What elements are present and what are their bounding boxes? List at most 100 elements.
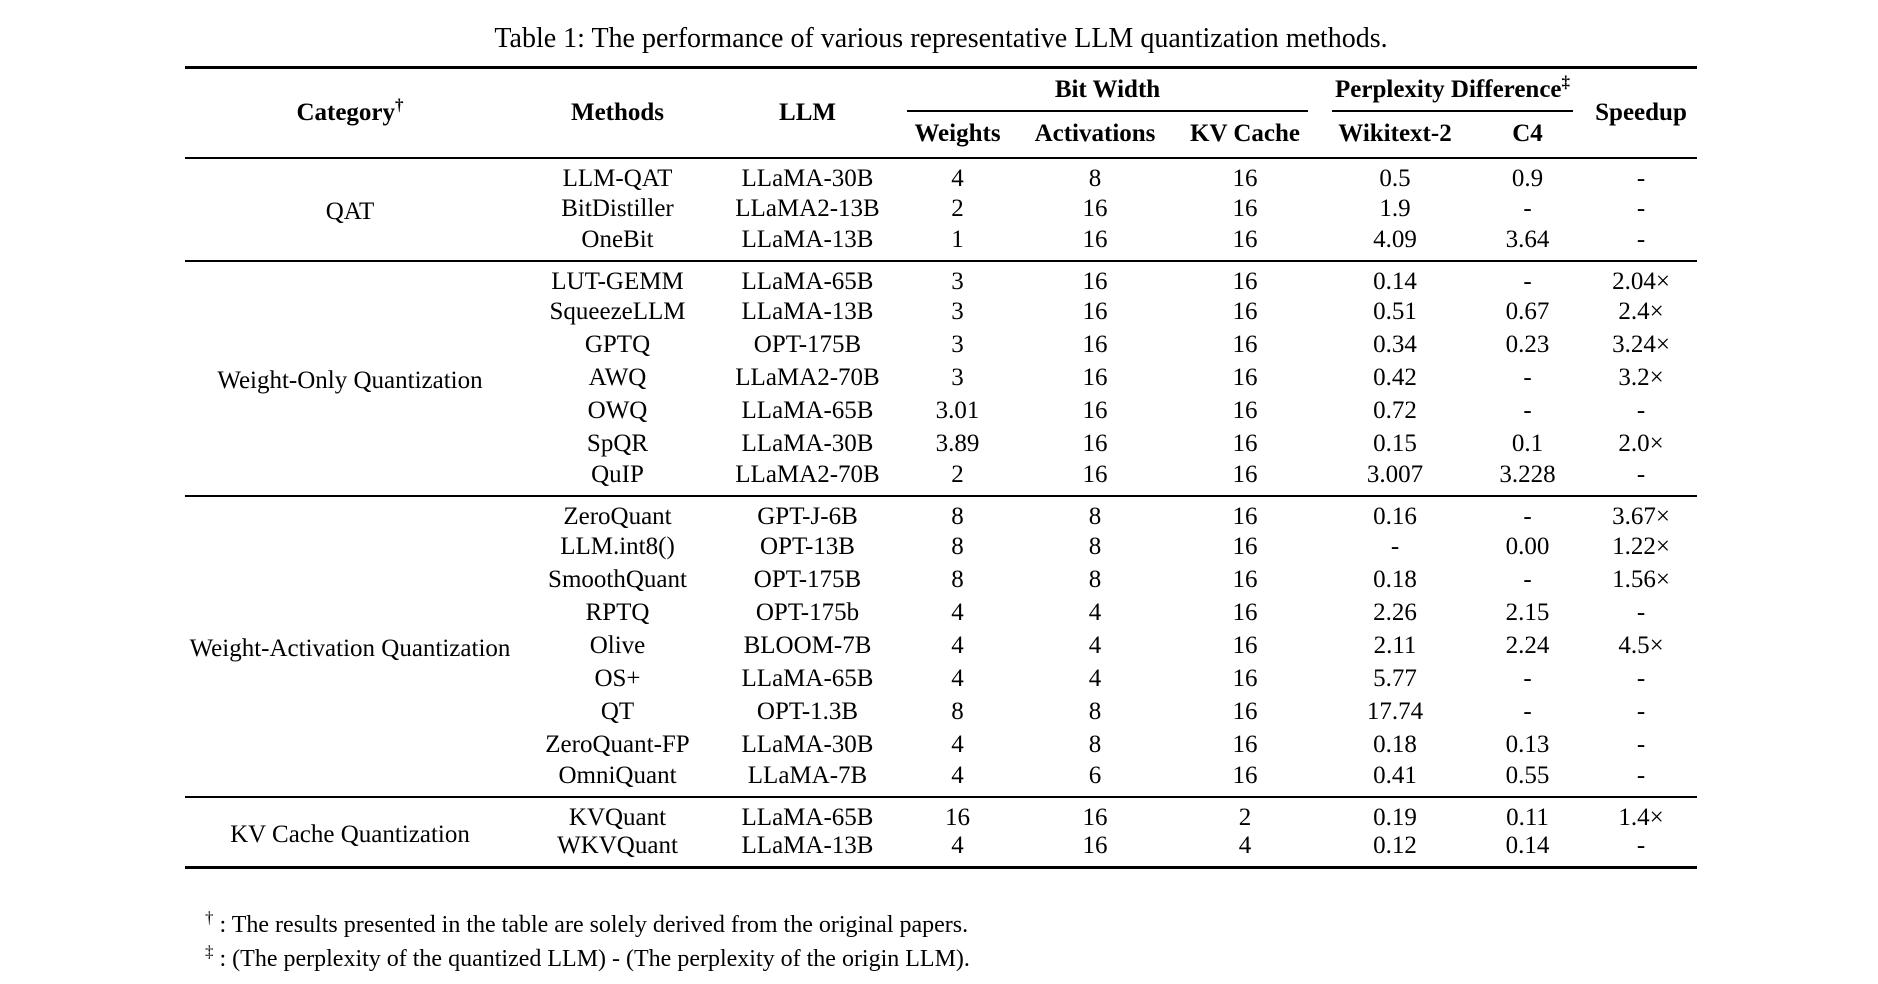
wikitext-cell: 0.72 bbox=[1373, 397, 1417, 424]
wikitext-cell: 0.51 bbox=[1373, 298, 1417, 325]
kv-cache-cell: 16 bbox=[1232, 698, 1258, 725]
table-section: Weight-Activation Quantization ZeroQuant G… bbox=[185, 495, 1698, 797]
speedup-cell: - bbox=[1636, 397, 1646, 424]
method-cell: Olive bbox=[589, 632, 646, 659]
footnote-text: : The results presented in the table are… bbox=[219, 912, 969, 938]
activations-cell: 8 bbox=[1088, 566, 1102, 593]
method-cell: AWQ bbox=[588, 364, 647, 391]
llm-cell: LLaMA-30B bbox=[741, 430, 874, 457]
table-row: AWQ LLaMA2-70B 3 16 16 0.42 - 3.2× bbox=[185, 362, 1697, 395]
header-c4: C4 bbox=[1512, 120, 1543, 147]
speedup-cell: - bbox=[1636, 164, 1646, 192]
table-row: SqueezeLLM LLaMA-13B 3 16 16 0.51 0.67 2.4× bbox=[185, 296, 1697, 329]
c4-cell: - bbox=[1523, 195, 1532, 222]
llm-cell: LLaMA2-70B bbox=[735, 460, 880, 488]
table-row: ZeroQuant-FP LLaMA-30B 4 8 16 0.18 0.13 - bbox=[185, 729, 1697, 762]
activations-cell: 16 bbox=[1082, 460, 1108, 488]
table-row: WKVQuant LLaMA-13B 4 16 4 0.12 0.14 - bbox=[185, 832, 1697, 868]
header-weights: Weights bbox=[914, 120, 1001, 147]
kv-cache-cell: 16 bbox=[1232, 566, 1258, 593]
footnotes: † : The results presented in the table a… bbox=[205, 908, 970, 976]
method-cell: BitDistiller bbox=[561, 195, 674, 222]
table-row: Olive BLOOM-7B 4 4 16 2.11 2.24 4.5× bbox=[185, 630, 1697, 663]
speedup-cell: - bbox=[1636, 831, 1646, 859]
method-cell: ZeroQuant-FP bbox=[545, 731, 690, 758]
llm-cell: GPT-J-6B bbox=[757, 502, 858, 530]
speedup-cell: 2.04× bbox=[1612, 267, 1670, 295]
weights-cell: 1 bbox=[951, 225, 964, 253]
weights-cell: 4 bbox=[951, 665, 964, 692]
kv-cache-cell: 2 bbox=[1238, 803, 1252, 831]
wikitext-cell: 0.18 bbox=[1373, 731, 1417, 758]
kv-cache-cell: 16 bbox=[1232, 502, 1258, 530]
table-row: SpQR LLaMA-30B 3.89 16 16 0.15 0.1 2.0× bbox=[185, 428, 1697, 461]
activations-cell: 16 bbox=[1082, 195, 1108, 222]
c4-cell: - bbox=[1523, 665, 1532, 692]
llm-cell: OPT-175b bbox=[755, 599, 860, 626]
llm-cell: LLaMA-65B bbox=[741, 665, 874, 692]
header-speedup: Speedup bbox=[1595, 98, 1687, 126]
llm-cell: OPT-1.3B bbox=[756, 698, 859, 725]
c4-cell: - bbox=[1523, 502, 1532, 530]
wikitext-cell: 0.14 bbox=[1373, 267, 1417, 295]
table-section: QAT LLM-QAT LLaMA-30B 4 8 16 0.5 0.9- BitDistill… bbox=[185, 157, 1698, 261]
llm-cell: LLaMA-30B bbox=[741, 164, 874, 192]
activations-cell: 16 bbox=[1082, 831, 1108, 859]
wikitext-cell: 2.11 bbox=[1373, 632, 1417, 659]
table-row: QT OPT-1.3B 8 8 16 17.74 - - bbox=[185, 696, 1697, 729]
speedup-cell: - bbox=[1636, 665, 1646, 692]
footnote-text: : (The perplexity of the quantized LLM) … bbox=[219, 946, 970, 972]
llm-cell: LLaMA-7B bbox=[747, 761, 868, 789]
header-perplexity-group: Perplexity Difference‡ bbox=[1320, 68, 1585, 112]
llm-cell: OPT-13B bbox=[760, 533, 855, 560]
table-row: GPTQ OPT-175B 3 16 16 0.34 0.23 3.24× bbox=[185, 329, 1697, 362]
activations-cell: 4 bbox=[1088, 599, 1102, 626]
kv-cache-cell: 16 bbox=[1232, 164, 1258, 192]
speedup-cell: - bbox=[1636, 698, 1646, 725]
category-cell: Weight-Activation Quantization bbox=[189, 635, 511, 662]
speedup-cell: 1.56× bbox=[1612, 566, 1670, 593]
activations-cell: 8 bbox=[1088, 731, 1102, 758]
header-activations: Activations bbox=[1034, 120, 1156, 147]
activations-cell: 16 bbox=[1082, 397, 1108, 424]
weights-cell: 8 bbox=[951, 502, 964, 530]
c4-cell: 0.1 bbox=[1511, 430, 1544, 457]
method-cell: QuIP bbox=[591, 460, 644, 488]
c4-cell: - bbox=[1523, 566, 1532, 593]
kv-cache-cell: 16 bbox=[1232, 599, 1258, 626]
kv-cache-cell: 16 bbox=[1232, 397, 1258, 424]
c4-cell: 0.14 bbox=[1505, 831, 1550, 859]
llm-cell: BLOOM-7B bbox=[743, 632, 872, 659]
activations-cell: 16 bbox=[1082, 430, 1108, 457]
weights-cell: 4 bbox=[951, 599, 964, 626]
double-dagger-symbol: ‡ bbox=[1561, 72, 1571, 92]
table-row: KV Cache Quantization KVQuant LLaMA-65B 16 1… bbox=[185, 797, 1697, 848]
activations-cell: 16 bbox=[1082, 298, 1108, 325]
wikitext-cell: 0.18 bbox=[1373, 566, 1417, 593]
c4-cell: 0.13 bbox=[1505, 731, 1550, 758]
weights-cell: 3 bbox=[951, 267, 964, 295]
weights-cell: 16 bbox=[945, 803, 970, 831]
table-row: OS+ LLaMA-65B 4 4 16 5.77 - - bbox=[185, 663, 1697, 696]
c4-cell: 2.24 bbox=[1505, 632, 1550, 659]
c4-cell: 0.55 bbox=[1505, 761, 1550, 789]
c4-cell: - bbox=[1523, 267, 1532, 295]
category-cell: QAT bbox=[325, 198, 375, 225]
table-row: LLM.int8() OPT-13B 8 8 16 - 0.00 1.22× bbox=[185, 531, 1697, 564]
weights-cell: 3.01 bbox=[935, 397, 980, 424]
activations-cell: 4 bbox=[1088, 632, 1102, 659]
dagger-symbol: † bbox=[205, 908, 214, 927]
table-header: Category† Methods LLM Bit Width Perplexi… bbox=[185, 68, 1698, 158]
method-cell: LUT-GEMM bbox=[551, 267, 684, 295]
kv-cache-cell: 16 bbox=[1232, 364, 1258, 391]
c4-cell: 0.23 bbox=[1505, 331, 1550, 358]
weights-cell: 3 bbox=[951, 331, 964, 358]
c4-cell: 2.15 bbox=[1505, 599, 1550, 626]
wikitext-cell: 0.5 bbox=[1379, 164, 1411, 192]
weights-cell: 4 bbox=[951, 761, 964, 789]
speedup-cell: 4.5× bbox=[1618, 632, 1664, 659]
header-wikitext: Wikitext-2 bbox=[1338, 120, 1452, 147]
activations-cell: 16 bbox=[1082, 225, 1108, 253]
header-perplexity-label: Perplexity Difference bbox=[1335, 76, 1562, 104]
